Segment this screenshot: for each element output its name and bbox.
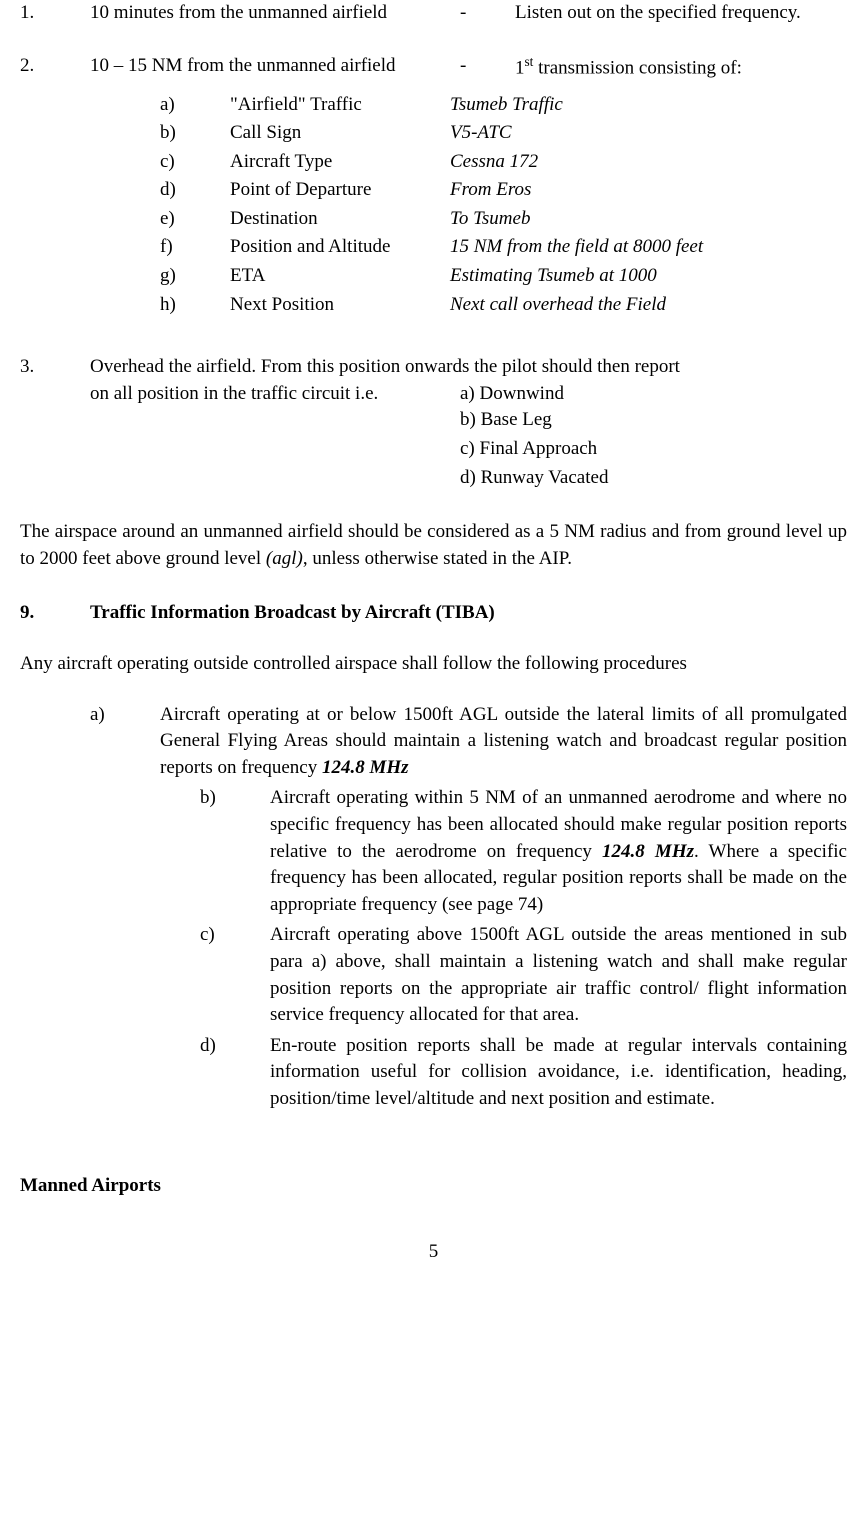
tiba-c-text: Aircraft operating above 1500ft AGL outs… — [270, 922, 847, 1028]
tiba-list: a) Aircraft operating at or below 1500ft… — [90, 702, 847, 1113]
airspace-paragraph: The airspace around an unmanned airfield… — [20, 519, 847, 572]
step-3-row: 3. Overhead the airfield. From this posi… — [20, 354, 847, 407]
item-label: Position and Altitude — [230, 234, 450, 261]
step-3-text: Overhead the airfield. From this positio… — [90, 354, 847, 407]
tiba-item-c: c) Aircraft operating above 1500ft AGL o… — [200, 922, 847, 1028]
section-9-number: 9. — [20, 600, 90, 627]
tiba-intro: Any aircraft operating outside controlle… — [20, 651, 847, 678]
step-2-desc: 1st transmission consisting of: — [515, 53, 847, 82]
item-italic: V5-ATC — [450, 120, 847, 147]
tiba-b-text: Aircraft operating within 5 NM of an unm… — [270, 785, 847, 918]
step-3-pos-a: a) Downwind — [460, 381, 564, 408]
airspace-italic: (agl) — [266, 548, 303, 569]
step-2-desc-prefix: 1 — [515, 57, 525, 78]
item-label: "Airfield" Traffic — [230, 92, 450, 119]
step-2-text: 10 – 15 NM from the unmanned airfield — [90, 53, 460, 80]
item-label: Next Position — [230, 292, 450, 319]
step-3-line1: Overhead the airfield. From this positio… — [90, 356, 680, 377]
item-italic: 15 NM from the field at 8000 feet — [450, 234, 847, 261]
step-2-item-f: f) Position and Altitude 15 NM from the … — [160, 234, 847, 261]
step-1-row: 1. 10 minutes from the unmanned airfield… — [20, 0, 847, 27]
item-letter: h) — [160, 292, 230, 319]
step-2-item-d: d) Point of Departure From Eros — [160, 177, 847, 204]
step-3-block: 3. Overhead the airfield. From this posi… — [20, 354, 847, 491]
step-1-dash: - — [460, 0, 515, 27]
item-italic: Next call overhead the Field — [450, 292, 847, 319]
item-label: Call Sign — [230, 120, 450, 147]
item-italic: Tsumeb Traffic — [450, 92, 847, 119]
step-1-number: 1. — [20, 0, 90, 27]
step-2-dash: - — [460, 53, 515, 80]
item-letter: d) — [160, 177, 230, 204]
tiba-a-freq: 124.8 MHz — [322, 757, 409, 778]
tiba-d-text: En-route position reports shall be made … — [270, 1033, 847, 1113]
item-italic: To Tsumeb — [450, 206, 847, 233]
item-label: Aircraft Type — [230, 149, 450, 176]
step-2-item-h: h) Next Position Next call overhead the … — [160, 292, 847, 319]
item-italic: From Eros — [450, 177, 847, 204]
step-2-block: 2. 10 – 15 NM from the unmanned airfield… — [20, 53, 847, 319]
step-3-line2-prefix: on all position in the traffic circuit i… — [90, 381, 460, 408]
step-2-row: 2. 10 – 15 NM from the unmanned airfield… — [20, 53, 847, 82]
step-2-sublist: a) "Airfield" Traffic Tsumeb Traffic b) … — [160, 92, 847, 319]
tiba-b-freq: 124.8 MHz — [602, 841, 694, 862]
step-1-block: 1. 10 minutes from the unmanned airfield… — [20, 0, 847, 27]
item-label: Destination — [230, 206, 450, 233]
step-2-item-a: a) "Airfield" Traffic Tsumeb Traffic — [160, 92, 847, 119]
step-2-item-c: c) Aircraft Type Cessna 172 — [160, 149, 847, 176]
tiba-item-b: b) Aircraft operating within 5 NM of an … — [200, 785, 847, 918]
tiba-item-d: d) En-route position reports shall be ma… — [200, 1033, 847, 1113]
item-letter: g) — [160, 263, 230, 290]
section-9-heading: 9. Traffic Information Broadcast by Airc… — [20, 600, 847, 627]
tiba-a-text: Aircraft operating at or below 1500ft AG… — [160, 702, 847, 782]
tiba-c-letter: c) — [200, 922, 270, 1028]
step-3-positions: b) Base Leg c) Final Approach d) Runway … — [460, 407, 847, 491]
step-1-desc: Listen out on the specified frequency. — [515, 0, 847, 27]
tiba-a-part1: Aircraft operating at or below 1500ft AG… — [160, 704, 847, 778]
item-italic: Cessna 172 — [450, 149, 847, 176]
section-9-title: Traffic Information Broadcast by Aircraf… — [90, 600, 495, 627]
step-2-item-g: g) ETA Estimating Tsumeb at 1000 — [160, 263, 847, 290]
item-label: Point of Departure — [230, 177, 450, 204]
tiba-d-letter: d) — [200, 1033, 270, 1113]
item-italic: Estimating Tsumeb at 1000 — [450, 263, 847, 290]
item-letter: b) — [160, 120, 230, 147]
item-letter: f) — [160, 234, 230, 261]
step-3-number: 3. — [20, 354, 90, 381]
item-letter: c) — [160, 149, 230, 176]
step-3-pos-c: c) Final Approach — [460, 436, 847, 463]
item-letter: a) — [160, 92, 230, 119]
step-3-pos-d: d) Runway Vacated — [460, 465, 847, 492]
step-2-number: 2. — [20, 53, 90, 80]
airspace-part2: , unless otherwise stated in the AIP. — [303, 548, 572, 569]
item-label: ETA — [230, 263, 450, 290]
step-2-item-b: b) Call Sign V5-ATC — [160, 120, 847, 147]
tiba-b-letter: b) — [200, 785, 270, 918]
step-2-desc-suffix: transmission consisting of: — [533, 57, 741, 78]
step-2-item-e: e) Destination To Tsumeb — [160, 206, 847, 233]
step-1-text: 10 minutes from the unmanned airfield — [90, 0, 460, 27]
step-3-pos-b: b) Base Leg — [460, 407, 847, 434]
tiba-a-letter: a) — [90, 702, 160, 782]
tiba-inner-list: b) Aircraft operating within 5 NM of an … — [200, 785, 847, 1112]
manned-airports-heading: Manned Airports — [20, 1173, 847, 1200]
page-number: 5 — [20, 1239, 847, 1266]
item-letter: e) — [160, 206, 230, 233]
tiba-item-a: a) Aircraft operating at or below 1500ft… — [90, 702, 847, 782]
